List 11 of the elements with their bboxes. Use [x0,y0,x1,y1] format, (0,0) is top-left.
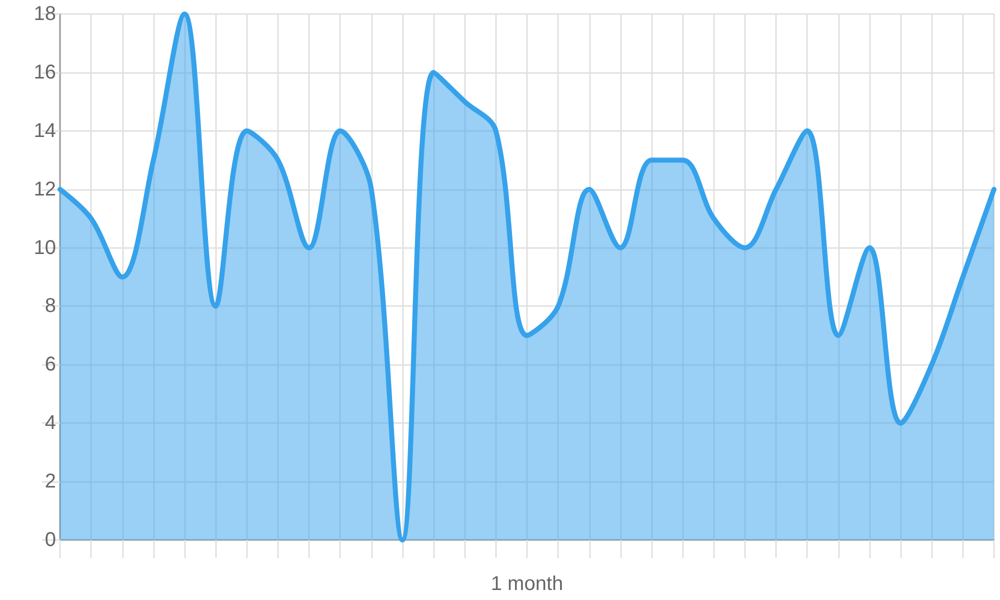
y-tick-label: 10 [34,236,56,259]
y-tick-label: 12 [34,178,56,200]
y-tick-label: 18 [34,3,56,25]
x-axis-title: 1 month [490,573,564,595]
y-tick-label: 0 [44,529,56,551]
y-tick-label: 4 [44,412,56,434]
y-tick-label: 2 [44,470,56,493]
y-tick-label: 6 [44,354,56,376]
y-tick-label: 16 [34,61,56,84]
y-tick-label: 14 [34,120,56,142]
y-tick-label: 8 [44,295,56,318]
